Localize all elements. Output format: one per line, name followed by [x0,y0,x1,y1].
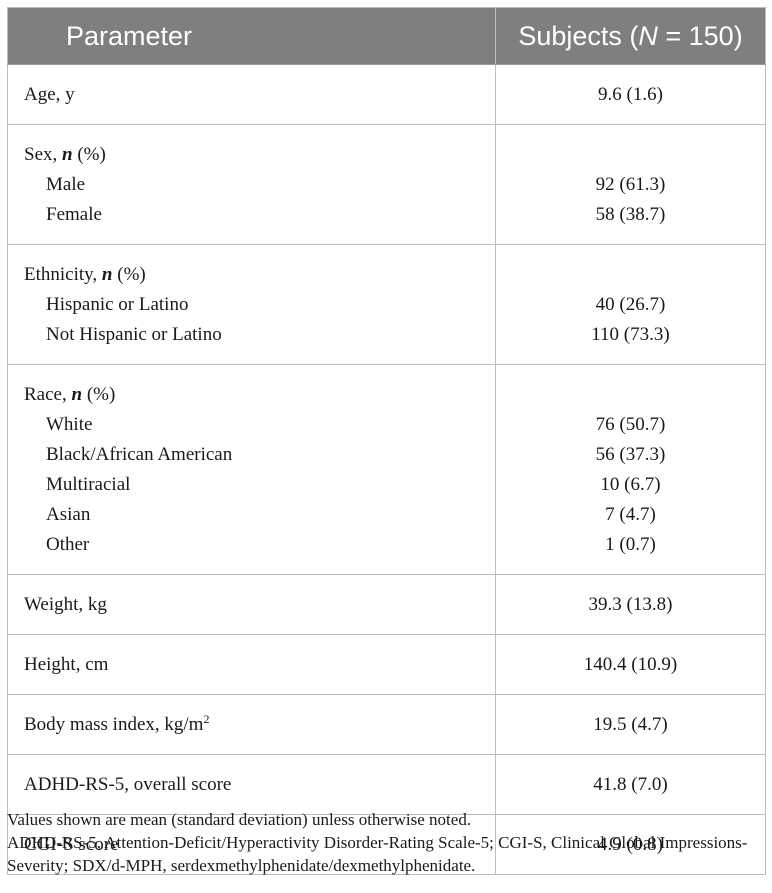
sub-value: 10 (6.7) [600,474,661,495]
row-value: 4.9 (0.8) [598,834,663,855]
table-row-height: Height, cm 140.4 (10.9) [7,634,766,695]
row-label: Age, y [24,84,75,105]
sub-value: 92 (61.3) [595,174,666,195]
row-value-cell: 92 (61.3) 58 (38.7) [495,124,766,245]
sub-label: Hispanic or Latino [46,294,189,315]
sub-label: Not Hispanic or Latino [46,324,222,345]
sub-label: Male [46,174,86,195]
footnote-line: Values shown are mean (standard deviatio… [7,810,472,829]
sub-label: Multiracial [46,474,131,495]
sub-value: 40 (26.7) [595,294,666,315]
row-label: ADHD-RS-5, overall score [24,774,232,795]
table-row-adhd-rs-5: ADHD-RS-5, overall score 41.8 (7.0) [7,754,766,815]
sub-value: 110 (73.3) [591,324,670,345]
row-label-cell: Weight, kg [7,574,496,635]
row-value-cell: 41.8 (7.0) [495,754,766,815]
demographics-table: Parameter Subjects (N = 150) Age, y 9.6 … [7,7,766,875]
sub-label: White [46,414,93,435]
table-row-race: Race, n (%) White Black/African American… [7,364,766,575]
table-row-ethnicity: Ethnicity, n (%) Hispanic or Latino Not … [7,244,766,365]
table-row-weight: Weight, kg 39.3 (13.8) [7,574,766,635]
row-label: Height, cm [24,654,109,675]
table-row-age: Age, y 9.6 (1.6) [7,64,766,125]
row-label: Weight, kg [24,594,107,615]
row-label-cell: CGI-S score [7,814,496,875]
footnote-abbreviations: ADHD-RS-5, Attention-Deficit/Hyperactivi… [7,833,748,875]
group-label: Sex, n (%) [24,144,106,165]
row-label: Body mass index, kg/m2 [24,712,210,735]
row-value-cell: 19.5 (4.7) [495,694,766,755]
table-header-row: Parameter Subjects (N = 150) [7,7,766,65]
row-label-cell: Sex, n (%) Male Female [7,124,496,245]
row-label-cell: Body mass index, kg/m2 [7,694,496,755]
row-value: 39.3 (13.8) [588,594,673,615]
sub-value: 76 (50.7) [595,414,666,435]
row-value-cell: 40 (26.7) 110 (73.3) [495,244,766,365]
row-label-cell: ADHD-RS-5, overall score [7,754,496,815]
table-row-bmi: Body mass index, kg/m2 19.5 (4.7) [7,694,766,755]
table-row-sex: Sex, n (%) Male Female 92 (61.3) 58 (38.… [7,124,766,245]
sub-label: Black/African American [46,444,233,465]
table-row-cgi-s: CGI-S score 4.9 (0.8) [7,814,766,875]
row-value: 19.5 (4.7) [593,714,668,735]
row-label-cell: Race, n (%) White Black/African American… [7,364,496,575]
row-value-cell: 9.6 (1.6) [495,64,766,125]
row-value-cell: 140.4 (10.9) [495,634,766,695]
row-value-cell: 39.3 (13.8) [495,574,766,635]
row-value: 140.4 (10.9) [583,654,678,675]
group-label: Race, n (%) [24,384,116,405]
sub-label: Asian [46,504,91,525]
subjects-column-header: Subjects (N = 150) [495,7,766,65]
sub-label: Female [46,204,102,225]
row-value-cell: 76 (50.7) 56 (37.3) 10 (6.7) 7 (4.7) 1 (… [495,364,766,575]
sub-value: 1 (0.7) [605,534,656,555]
table-footnote: Values shown are mean (standard deviatio… [7,808,767,877]
row-value-cell: 4.9 (0.8) [495,814,766,875]
row-label: CGI-S score [24,834,119,855]
demographics-table-container: Parameter Subjects (N = 150) Age, y 9.6 … [7,7,766,875]
group-label: Ethnicity, n (%) [24,264,146,285]
parameter-column-header: Parameter [7,7,496,65]
row-value: 9.6 (1.6) [598,84,663,105]
superscript: 2 [203,712,210,726]
sub-label: Other [46,534,90,555]
row-label-cell: Ethnicity, n (%) Hispanic or Latino Not … [7,244,496,365]
sub-value: 7 (4.7) [605,504,656,525]
row-value: 41.8 (7.0) [593,774,668,795]
sub-value: 56 (37.3) [595,444,666,465]
sub-value: 58 (38.7) [595,204,666,225]
row-label-cell: Age, y [7,64,496,125]
row-label-cell: Height, cm [7,634,496,695]
